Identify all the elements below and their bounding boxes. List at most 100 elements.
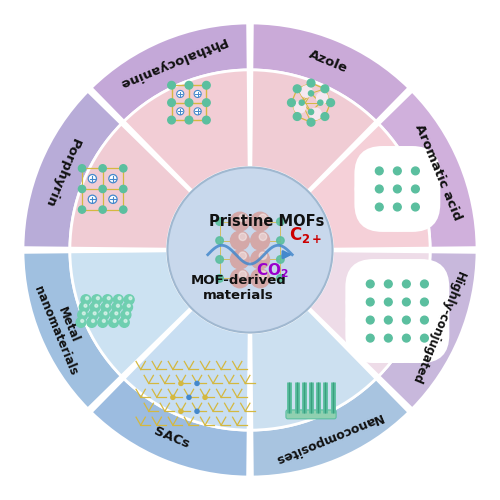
Circle shape [120,164,127,172]
Circle shape [216,237,224,244]
Circle shape [168,116,175,124]
Circle shape [412,203,420,211]
Circle shape [92,320,94,322]
Wedge shape [23,91,122,248]
Circle shape [402,316,410,324]
Wedge shape [251,70,376,191]
Circle shape [321,85,329,92]
Circle shape [384,334,392,342]
Wedge shape [91,23,248,122]
Circle shape [129,296,132,300]
Circle shape [81,295,91,304]
Circle shape [113,320,116,322]
Circle shape [185,99,193,106]
FancyBboxPatch shape [346,259,413,327]
Circle shape [366,280,374,288]
Circle shape [412,167,420,175]
Circle shape [259,252,266,260]
Circle shape [251,250,270,269]
Circle shape [176,108,184,115]
Circle shape [420,298,428,306]
FancyBboxPatch shape [372,164,440,232]
Circle shape [99,164,106,172]
Circle shape [251,269,270,288]
Wedge shape [309,124,430,249]
Circle shape [108,318,118,328]
Circle shape [239,233,246,240]
Circle shape [376,185,383,193]
Circle shape [176,90,184,98]
FancyBboxPatch shape [346,295,413,363]
Circle shape [412,185,420,193]
Circle shape [230,250,249,269]
Text: $\mathbf{C_{2+}}$: $\mathbf{C_{2+}}$ [290,225,322,245]
Circle shape [195,409,199,414]
Circle shape [300,86,312,97]
FancyBboxPatch shape [364,259,432,327]
Circle shape [120,206,127,213]
Circle shape [376,203,383,211]
Circle shape [239,252,246,260]
Text: SACs: SACs [152,425,192,451]
Circle shape [121,310,131,320]
Circle shape [239,271,246,278]
Text: Phthalocyanine: Phthalocyanine [116,34,228,90]
Circle shape [366,334,374,342]
Circle shape [109,195,117,203]
Circle shape [294,102,306,113]
Wedge shape [378,252,477,409]
Circle shape [276,237,284,244]
Text: Pristine MOFs: Pristine MOFs [209,214,324,230]
Circle shape [195,382,199,386]
FancyBboxPatch shape [372,146,440,214]
Circle shape [88,310,99,320]
Circle shape [299,100,304,105]
Circle shape [88,195,96,203]
Circle shape [394,167,401,175]
Circle shape [78,164,86,172]
Circle shape [308,91,314,96]
Text: Azole: Azole [306,48,350,76]
Circle shape [308,110,314,114]
Circle shape [216,274,224,282]
Circle shape [82,312,86,315]
Wedge shape [251,309,376,430]
Circle shape [420,280,428,288]
Circle shape [80,320,84,322]
Wedge shape [124,309,249,430]
Circle shape [128,304,130,307]
FancyBboxPatch shape [382,259,450,327]
Circle shape [126,312,128,315]
Circle shape [294,112,301,120]
Circle shape [104,312,107,315]
Circle shape [384,298,392,306]
Wedge shape [124,70,249,191]
Circle shape [259,214,266,222]
Circle shape [99,186,106,192]
Circle shape [87,318,97,328]
Circle shape [122,302,132,312]
FancyBboxPatch shape [364,277,432,345]
Circle shape [179,382,183,386]
Circle shape [420,334,428,342]
Circle shape [185,82,193,89]
FancyBboxPatch shape [354,164,422,232]
Circle shape [114,295,124,304]
FancyBboxPatch shape [354,146,422,214]
Circle shape [276,256,284,263]
Wedge shape [91,378,248,477]
Circle shape [171,396,175,400]
Circle shape [384,280,392,288]
Text: Porphyrin: Porphyrin [42,136,82,208]
FancyBboxPatch shape [364,295,432,363]
Circle shape [216,218,224,226]
Circle shape [98,318,108,328]
Circle shape [88,174,96,183]
Circle shape [78,206,86,213]
Circle shape [194,90,201,98]
Circle shape [402,280,410,288]
Circle shape [92,295,102,304]
Circle shape [109,174,117,183]
FancyBboxPatch shape [286,410,336,419]
Circle shape [118,296,121,300]
